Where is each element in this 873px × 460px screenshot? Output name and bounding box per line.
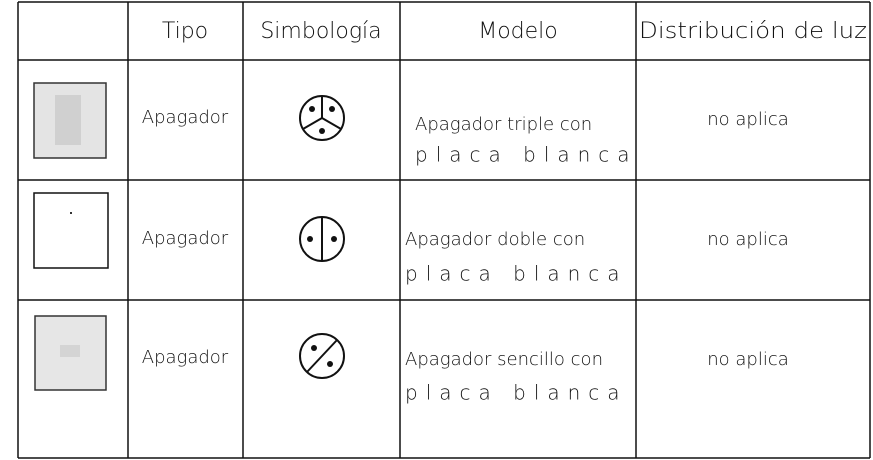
switch-image-detail: [70, 212, 72, 214]
modelo-line: placa blanca: [415, 143, 638, 167]
modelo-line: placa blanca: [405, 262, 628, 286]
tipo-cell: Apagador: [142, 228, 229, 249]
header-cell: Modelo: [478, 19, 558, 44]
tipo-cell: Apagador: [142, 107, 229, 128]
modelo-line: placa blanca: [405, 381, 628, 405]
switch-image: [33, 192, 109, 269]
triple-switch-symbol: [299, 95, 345, 141]
single-switch-symbol: [299, 333, 345, 379]
tipo-cell: Apagador: [142, 347, 229, 368]
header-cell: Simbología: [260, 19, 381, 44]
modelo-line: Apagador triple con: [415, 114, 592, 135]
modelo-line: Apagador doble con: [405, 229, 585, 250]
modelo-line: Apagador sencillo con: [405, 349, 603, 370]
distribucion-cell: no aplica: [707, 229, 789, 250]
distribucion-cell: no aplica: [707, 109, 789, 130]
distribucion-cell: no aplica: [707, 349, 789, 370]
table-grid: [17, 1, 871, 459]
double-switch-symbol: [299, 216, 345, 262]
header-cell: Distribución de luz: [639, 19, 867, 44]
switch-image-detail: [60, 345, 80, 357]
switch-image-detail: [55, 95, 81, 145]
header-cell: Tipo: [162, 19, 208, 44]
